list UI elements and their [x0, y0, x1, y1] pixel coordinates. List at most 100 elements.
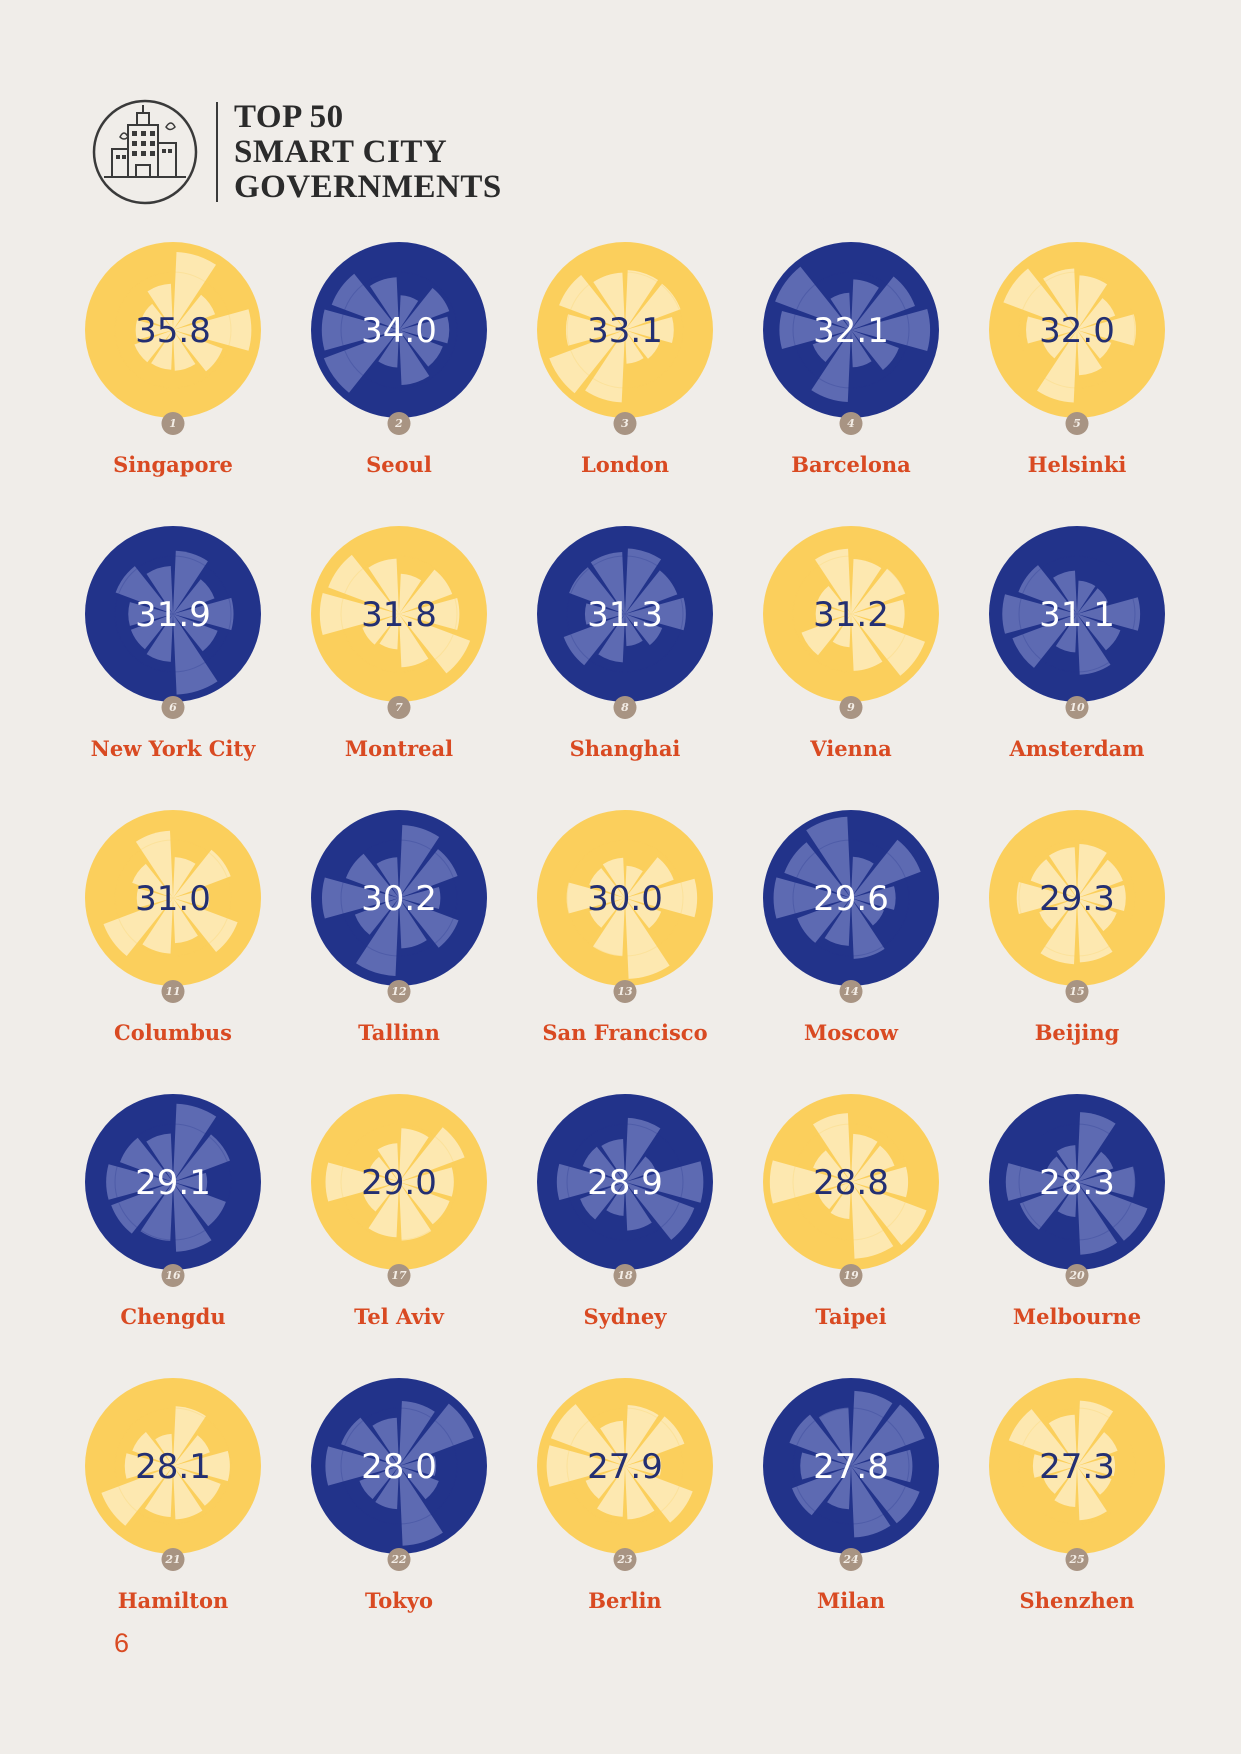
- city-name: Tokyo: [365, 1588, 433, 1613]
- rose-petal: [625, 330, 660, 359]
- rose-petal: [1057, 1182, 1077, 1217]
- chart-guide-ring: [566, 555, 684, 673]
- rose-petal: [147, 283, 173, 330]
- rank-badge: 19: [839, 1264, 863, 1287]
- score-value: 34.0: [361, 311, 437, 351]
- rose-petal: [372, 1417, 399, 1466]
- rose-petal: [379, 614, 399, 650]
- rose-petal: [173, 614, 218, 652]
- rose-petal: [173, 1466, 221, 1506]
- rose-petal: [792, 1466, 851, 1516]
- city-name: Montreal: [344, 736, 454, 761]
- rose-petal: [146, 566, 173, 614]
- city-name: Berlin: [588, 1588, 662, 1613]
- rose-petal: [851, 1390, 893, 1466]
- city-name: Shenzhen: [1019, 1588, 1135, 1613]
- rose-petal: [566, 882, 625, 914]
- city-card: 28.1 21 Hamilton: [60, 1372, 286, 1656]
- rose-petal: [325, 1446, 399, 1486]
- city-card: 31.1 10 Amsterdam: [964, 520, 1190, 804]
- rose-petal: [851, 614, 883, 671]
- rose-petal: [546, 1445, 625, 1487]
- chart-guide-ring: [792, 1407, 910, 1525]
- rose-petal: [769, 1160, 851, 1204]
- rose-petal: [399, 316, 450, 344]
- score-value: 32.1: [813, 311, 889, 351]
- page-header: TOP 50 SMART CITY GOVERNMENTS: [90, 97, 502, 207]
- rose-petal: [625, 1456, 662, 1476]
- city-card: 33.1 3 London: [512, 236, 738, 520]
- rose-petal: [1002, 594, 1077, 634]
- rose-petal: [851, 1145, 895, 1182]
- rose-petal: [111, 1182, 173, 1234]
- rose-petal: [173, 614, 218, 695]
- rose-petal: [173, 1182, 212, 1252]
- chart-guide-ring: [114, 839, 232, 957]
- city-name: Milan: [816, 1588, 886, 1613]
- score-rose-chart: 31.9: [85, 526, 261, 702]
- rose-petal: [818, 1407, 851, 1466]
- rose-petal: [1043, 330, 1077, 359]
- rose-petal: [173, 1406, 206, 1466]
- rose-petal: [1077, 1182, 1118, 1255]
- score-rose-chart: 28.1: [85, 1378, 261, 1554]
- rose-petal: [173, 898, 238, 952]
- city-card: 31.2 9 Vienna: [738, 520, 964, 804]
- rank-badge: 1: [161, 412, 185, 435]
- city-name: Barcelona: [791, 452, 911, 477]
- rose-petal: [146, 1133, 173, 1182]
- rose-petal: [811, 330, 851, 402]
- rose-petal: [851, 279, 879, 330]
- city-card: 29.0 17 Tel Aviv: [286, 1088, 512, 1372]
- rank-badge: 22: [387, 1548, 411, 1571]
- city-card: 28.0 22 Tokyo: [286, 1372, 512, 1656]
- chart-guide-ring: [566, 839, 684, 957]
- city-name: Seoul: [366, 452, 432, 477]
- score-rose-chart: 29.6: [763, 810, 939, 986]
- rose-petal: [550, 1404, 625, 1466]
- rose-petal: [1008, 1409, 1077, 1466]
- rose-petal: [1077, 1455, 1116, 1477]
- rose-petal: [319, 593, 399, 635]
- chart-guide-ring: [114, 555, 232, 673]
- rose-petal: [142, 898, 173, 954]
- rose-petal: [1054, 1466, 1077, 1507]
- score-value: 31.1: [1039, 595, 1115, 635]
- rose-petal: [106, 1164, 173, 1200]
- city-card: 35.8 1 Singapore: [60, 236, 286, 520]
- rose-petal: [173, 857, 196, 898]
- rose-petal: [817, 586, 851, 614]
- chart-guide-ring: [114, 271, 232, 389]
- rose-petal: [323, 330, 399, 393]
- rose-petal: [1077, 1400, 1114, 1466]
- city-card: 34.0 2 Seoul: [286, 236, 512, 520]
- rose-petal: [1077, 898, 1117, 932]
- city-card: 27.8 24 Milan: [738, 1372, 964, 1656]
- score-rose-chart: 27.8: [763, 1378, 939, 1554]
- rose-petal: [851, 599, 905, 629]
- title-line-1: TOP 50: [234, 98, 344, 135]
- rose-petal: [830, 1182, 851, 1219]
- score-rose-chart: 31.2: [763, 526, 939, 702]
- page-number: 6: [114, 1628, 130, 1658]
- rose-petal: [399, 1182, 450, 1225]
- score-value: 30.2: [361, 879, 437, 919]
- rose-petal: [363, 1182, 399, 1212]
- rose-petal: [851, 839, 921, 898]
- score-value: 28.3: [1039, 1163, 1115, 1203]
- rose-petal: [625, 878, 698, 918]
- rank-badge: 4: [839, 412, 863, 435]
- rose-petal: [173, 579, 215, 614]
- rose-petal: [784, 842, 851, 898]
- rose-petal: [1077, 298, 1116, 330]
- rose-petal: [585, 330, 625, 403]
- city-card: 31.9 6 New York City: [60, 520, 286, 804]
- rose-petal: [345, 853, 399, 898]
- rose-petal: [1077, 859, 1123, 898]
- rose-petal: [606, 1182, 625, 1216]
- score-rose-chart: 28.9: [537, 1094, 713, 1270]
- rose-petal: [173, 550, 208, 614]
- score-rose-chart: 31.0: [85, 810, 261, 986]
- rose-petal: [115, 566, 173, 614]
- rose-petal: [1055, 614, 1077, 653]
